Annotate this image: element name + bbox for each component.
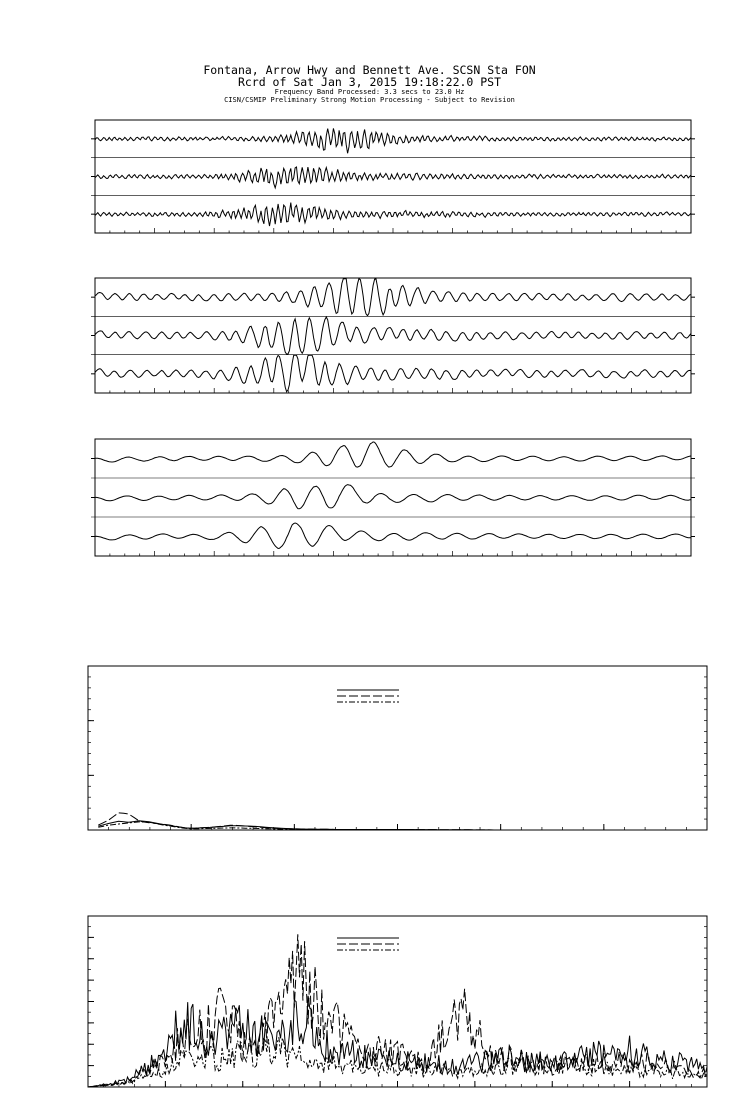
panel-displacement xyxy=(91,438,695,557)
time-series-panels xyxy=(91,119,695,557)
waveform-trace xyxy=(94,165,692,190)
waveform-trace xyxy=(94,202,692,227)
panel-acceleration xyxy=(91,119,695,234)
panel-velocity xyxy=(91,277,695,394)
frequency-band: Frequency Band Processed: 3.3 secs to 23… xyxy=(274,88,465,96)
processing-note: CISN/CSMIP Preliminary Strong Motion Pro… xyxy=(224,96,515,104)
chart-frame xyxy=(87,665,708,831)
waveform-trace xyxy=(95,441,692,468)
record-time: Rcrd of Sat Jan 3, 2015 19:18:22.0 PST xyxy=(237,75,502,89)
velocity-fourier-spectrum-chart xyxy=(87,915,708,1088)
series-line-chn-2-360-deg xyxy=(87,934,708,1088)
waveform-trace xyxy=(94,315,692,355)
station-title: Fontana, Arrow Hwy and Bennett Ave. SCSN… xyxy=(203,63,536,77)
series-line-chn-3-up xyxy=(98,821,707,831)
waveform-trace xyxy=(94,128,692,154)
waveform-trace xyxy=(94,354,692,393)
waveform-trace xyxy=(94,522,691,550)
series-line-chn-1-90-deg xyxy=(87,995,708,1088)
waveform-trace xyxy=(95,484,692,510)
series-line-chn-3-up xyxy=(87,1037,708,1088)
waveform-trace xyxy=(94,277,692,317)
spectral-acceleration-chart xyxy=(87,665,708,831)
series-line-chn-2-360-deg xyxy=(98,812,707,831)
